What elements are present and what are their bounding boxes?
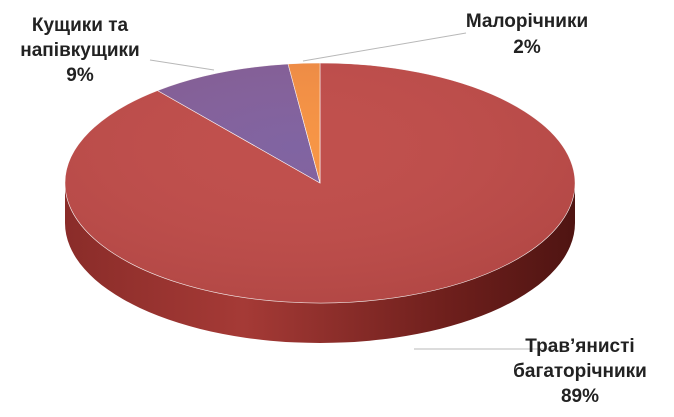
data-label-value: 89% [561,386,599,407]
pie-top-layer [64,62,576,304]
leader-line [149,59,215,71]
data-label-value: 9% [66,65,94,86]
data-labels: Трав’янисті багаторічники 89% Кущики та напі… [20,11,647,407]
data-label-category: багаторічники [513,361,647,382]
leader-line [302,32,467,62]
data-label-category: напівкущики [20,40,139,61]
leader-lines [149,32,557,350]
data-label-category: Малорічники [466,11,588,32]
pie-side-layer [65,183,575,343]
data-label-category: Кущики та [32,15,129,36]
pie-side-wall [65,183,575,343]
data-label-value: 2% [513,37,541,58]
data-label-category: Трав’янисті [525,336,634,357]
